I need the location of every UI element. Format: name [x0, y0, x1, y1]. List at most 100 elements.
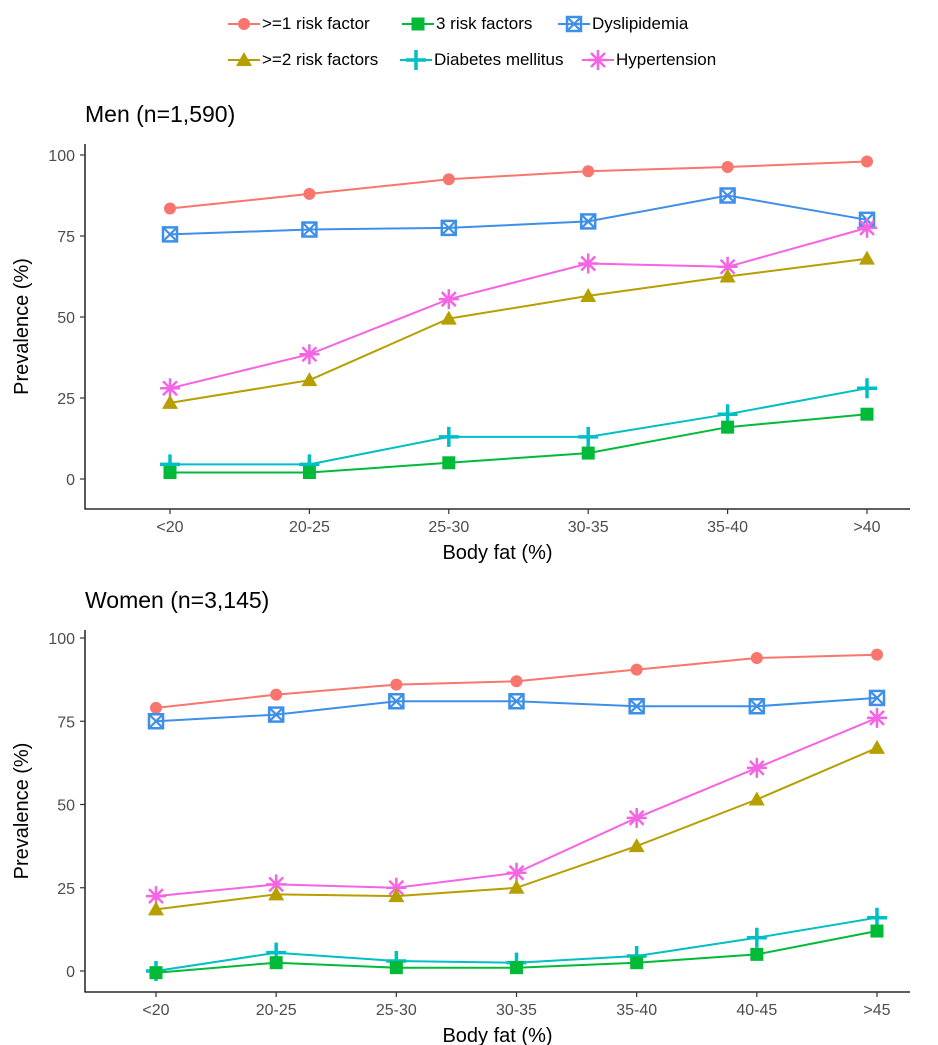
- x-axis-label: Body fat (%): [442, 542, 552, 564]
- data-point: [146, 886, 166, 907]
- series-line: [170, 413, 868, 474]
- data-point: [303, 187, 316, 200]
- x-tick-label: <20: [142, 1002, 169, 1019]
- series-2-risk-factors: [162, 250, 875, 409]
- data-point: [870, 924, 884, 938]
- data-point: [163, 466, 177, 480]
- legend-item-1-risk-factor: >=1 risk factor: [228, 12, 370, 36]
- legend-marker: [406, 50, 426, 70]
- data-point: [299, 344, 320, 365]
- data-point: [440, 219, 458, 237]
- series-line: [169, 160, 868, 210]
- data-point: [628, 838, 645, 853]
- data-point: [721, 160, 734, 173]
- series-2-risk-factors: [148, 739, 885, 916]
- data-point: [438, 289, 459, 310]
- data-point: [440, 310, 457, 325]
- data-point: [748, 698, 766, 715]
- y-tick-label: 75: [57, 229, 75, 246]
- data-point: [630, 663, 643, 676]
- legend-label: Diabetes mellitus: [434, 50, 564, 69]
- legend-marker: [236, 52, 252, 66]
- series-dyslipidemia: [161, 187, 876, 243]
- data-point: [859, 250, 875, 265]
- y-tick-label: 100: [48, 148, 75, 165]
- legend-item-dyslipidemia: Dyslipidemia: [558, 12, 688, 36]
- data-point: [748, 791, 765, 806]
- data-point: [719, 187, 736, 204]
- data-point: [270, 688, 283, 701]
- data-point: [860, 407, 874, 421]
- axis-lines: [84, 630, 910, 993]
- women-chart: Women (n=3,145) 0 25 50 75 100 <20 20-25 25-30 30…: [11, 587, 910, 1045]
- x-tick-label: 40-45: [736, 1002, 777, 1019]
- data-point: [867, 707, 887, 728]
- data-point: [301, 372, 318, 387]
- data-point: [867, 907, 887, 928]
- x-tick-label: 20-25: [256, 1002, 297, 1019]
- data-point: [871, 648, 883, 661]
- legend-key-circle-icon: [228, 18, 260, 30]
- series-1-risk-factor: [150, 648, 883, 714]
- legend-marker: [588, 50, 608, 70]
- legend-marker: [565, 15, 583, 33]
- data-point: [578, 253, 599, 274]
- x-tick-label: >45: [863, 1002, 890, 1019]
- data-point: [160, 378, 180, 399]
- data-point: [580, 287, 597, 302]
- x-axis-label: Body fat (%): [442, 1025, 552, 1045]
- y-axis-label: Prevalence (%): [11, 258, 33, 395]
- x-tick-label: 30-35: [568, 519, 609, 536]
- data-point: [302, 466, 316, 480]
- legend-key-square-icon: [402, 17, 434, 31]
- data-point: [582, 165, 595, 178]
- legend: >=1 risk factor 3 risk factors Dyslipide…: [0, 0, 938, 80]
- legend-key-asterisk-icon: [582, 50, 614, 70]
- x-tick-label: 25-30: [428, 519, 469, 536]
- data-point: [390, 678, 403, 691]
- data-point: [719, 268, 736, 283]
- data-point: [630, 956, 644, 970]
- x-tick-label: 20-25: [289, 519, 330, 536]
- data-point: [150, 701, 162, 714]
- legend-key-square-x-icon: [558, 15, 590, 33]
- data-point: [161, 226, 179, 243]
- data-point: [301, 221, 318, 238]
- y-tick-label: 50: [57, 310, 75, 327]
- data-point: [857, 217, 877, 238]
- data-point: [510, 675, 523, 688]
- y-axis-label: Prevalence (%): [11, 743, 33, 880]
- y-tick-label: 0: [66, 472, 75, 489]
- series-3-risk-factors: [163, 407, 874, 480]
- data-point: [442, 173, 455, 186]
- chart-title: Women (n=3,145): [85, 587, 269, 613]
- data-point: [746, 757, 767, 778]
- x-tick-label: <20: [156, 519, 183, 536]
- data-point: [148, 901, 164, 916]
- data-point: [438, 426, 459, 447]
- data-point: [267, 706, 285, 723]
- data-point: [389, 961, 403, 975]
- data-point: [506, 862, 527, 883]
- data-point: [579, 213, 597, 230]
- y-tick-label: 25: [57, 881, 75, 898]
- data-point: [508, 693, 525, 710]
- legend-marker: [238, 18, 250, 30]
- data-point: [578, 426, 599, 447]
- men-chart: Men (n=1,590) 0 25 50 75 100 <20 20-25 25-30 30-3…: [11, 101, 910, 564]
- data-point: [386, 877, 407, 898]
- series-1-risk-factor: [164, 155, 873, 215]
- legend-label: >=2 risk factors: [262, 50, 379, 69]
- series-hypertension: [146, 707, 887, 907]
- series-line: [170, 387, 868, 466]
- x-tick-label: >40: [853, 519, 880, 536]
- data-point: [164, 202, 176, 215]
- legend-item-hypertension: Hypertension: [582, 48, 716, 72]
- series-diabetes-mellitus: [160, 378, 877, 475]
- x-tick-label: 35-40: [707, 519, 748, 536]
- data-point: [269, 956, 283, 970]
- data-point: [861, 155, 873, 168]
- series-line: [169, 257, 868, 404]
- data-point: [388, 693, 405, 710]
- data-point: [266, 874, 287, 895]
